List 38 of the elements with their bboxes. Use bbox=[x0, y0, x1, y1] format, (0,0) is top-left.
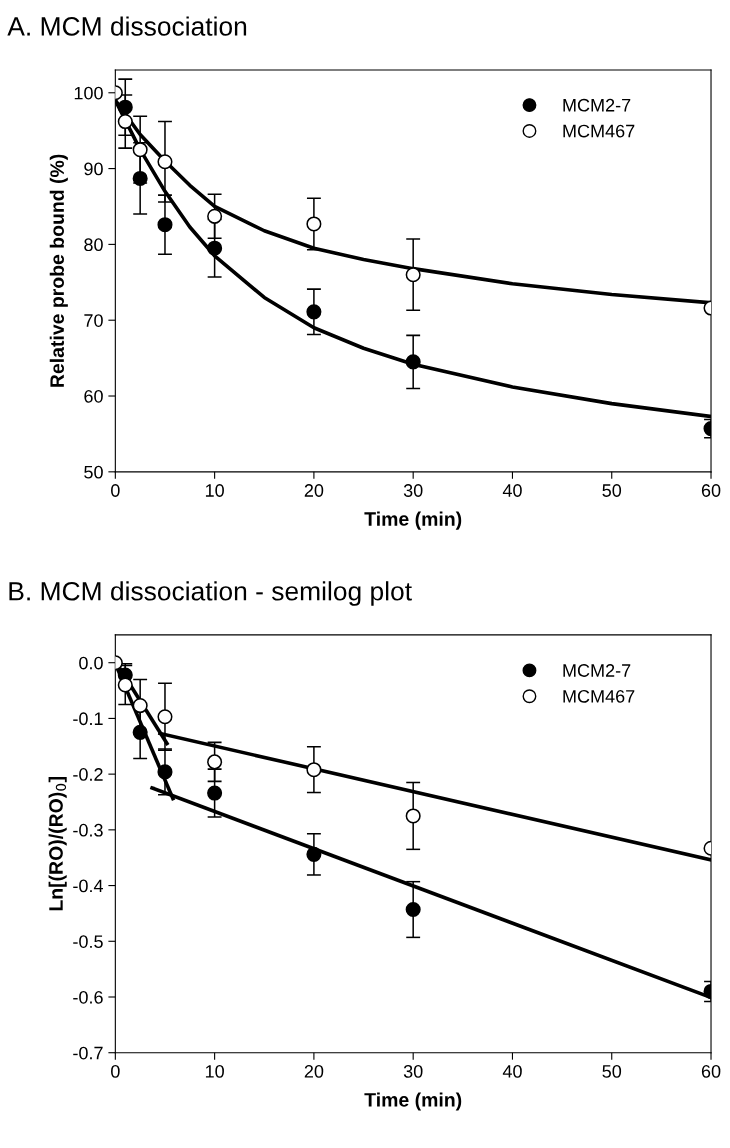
y-tick-label: 100 bbox=[74, 86, 103, 100]
y-tick-label: 70 bbox=[84, 314, 103, 327]
x-tick-label: 10 bbox=[205, 484, 224, 497]
legend-label: MCM2-7 bbox=[563, 98, 631, 112]
y-tick-label: 60 bbox=[84, 389, 103, 403]
y-tick-label: -0.7 bbox=[73, 1046, 103, 1060]
y-tick-label: -0.5 bbox=[73, 935, 103, 948]
y-axis-title: Relative probe bound (%) bbox=[49, 154, 68, 387]
x-tick-label: 50 bbox=[602, 1065, 622, 1078]
chart-title: B. MCM dissociation - semilog plot bbox=[9, 581, 412, 606]
y-tick-label: 50 bbox=[84, 465, 103, 479]
chart-title: A. MCM dissociation bbox=[7, 16, 247, 36]
x-tick-label: 10 bbox=[205, 1065, 224, 1078]
x-tick-label: 0 bbox=[111, 484, 120, 497]
x-tick-label: 60 bbox=[701, 1065, 721, 1078]
x-tick-label: 40 bbox=[502, 484, 522, 497]
y-tick-label: -0.4 bbox=[73, 879, 104, 893]
legend-label: MCM467 bbox=[563, 689, 635, 703]
x-tick-label: 30 bbox=[403, 1065, 423, 1078]
y-tick-label: 0.0 bbox=[79, 656, 103, 670]
x-tick-label: 40 bbox=[502, 1065, 522, 1078]
y-tick-label: 80 bbox=[84, 238, 103, 252]
y-tick-label: 90 bbox=[84, 162, 103, 176]
y-tick-label: -0.1 bbox=[73, 712, 103, 726]
legend-label: MCM467 bbox=[563, 124, 635, 138]
x-tick-label: 30 bbox=[403, 484, 423, 497]
x-tick-label: 50 bbox=[602, 484, 622, 497]
y-tick-label: -0.3 bbox=[73, 823, 103, 837]
x-tick-label: 20 bbox=[304, 1065, 324, 1078]
x-axis-title: Time (min) bbox=[364, 511, 462, 530]
legend-label: MCM2-7 bbox=[563, 664, 631, 677]
y-tick-label: -0.2 bbox=[73, 768, 103, 781]
y-tick-label: -0.6 bbox=[73, 990, 103, 1004]
x-tick-label: 20 bbox=[304, 484, 324, 497]
y-axis-title: Ln[(RO)/(RO)$_{0}$] bbox=[48, 777, 67, 911]
x-tick-label: 60 bbox=[701, 484, 721, 497]
x-axis-title: Time (min) bbox=[364, 1092, 462, 1111]
x-tick-label: 0 bbox=[111, 1065, 120, 1078]
